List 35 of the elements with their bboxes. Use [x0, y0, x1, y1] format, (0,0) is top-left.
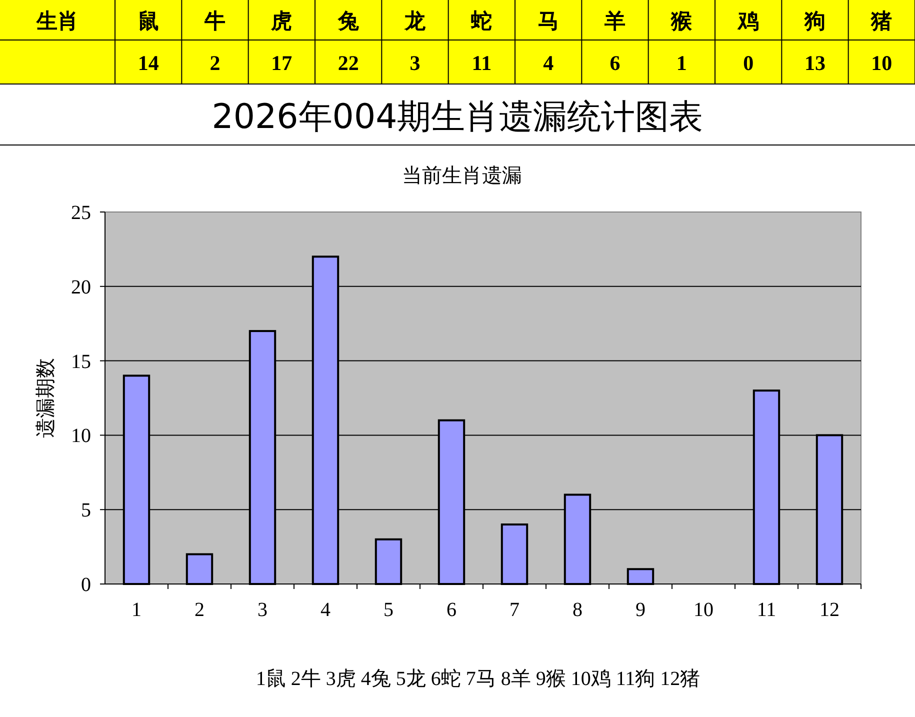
data-label: 13 [804, 51, 826, 75]
y-tick-label: 15 [71, 350, 91, 373]
category-label: 蛇 [470, 9, 492, 33]
category-label: 猪 [870, 9, 892, 33]
data-label: 6 [610, 51, 620, 75]
chart-subtitle: 当前生肖遗漏 [402, 165, 522, 187]
category-label: 猴 [670, 9, 694, 33]
data-label: 3 [410, 51, 420, 75]
data-label: 1 [676, 51, 687, 75]
data-label: 10 [871, 51, 892, 75]
data-label: 4 [543, 51, 554, 75]
data-label: 2 [210, 51, 220, 75]
y-axis-title: 遗漏期数 [35, 358, 57, 438]
category-label: 兔 [336, 9, 360, 33]
y-tick-label: 10 [71, 425, 91, 448]
category-label: 狗 [804, 9, 826, 33]
y-tick-label: 0 [81, 574, 91, 596]
y-tick-label: 25 [71, 202, 91, 224]
y-tick-label: 5 [81, 500, 91, 522]
data-label: 22 [338, 51, 359, 75]
category-label: 鸡 [736, 9, 759, 33]
data-label: 14 [138, 51, 160, 75]
data-label: 11 [472, 51, 492, 75]
data-label: 0 [743, 51, 754, 75]
text: 1鼠 2牛 3虎 4兔 5龙 6蛇 7马 8羊 9猴 10鸡 11狗 12猪 [256, 668, 700, 690]
category-label: 鼠 [138, 9, 159, 33]
category-label: 羊 [604, 9, 626, 33]
chart-title: 2026年004期生肖遗漏统计图表 [212, 97, 704, 137]
category-label: 虎 [270, 9, 292, 33]
category-label: 马 [538, 9, 559, 33]
data-label: 17 [271, 51, 292, 75]
category-label: 牛 [204, 9, 226, 33]
category-label: 龙 [404, 9, 426, 33]
y-tick-label: 20 [71, 276, 91, 298]
text: 生肖 [36, 9, 78, 33]
